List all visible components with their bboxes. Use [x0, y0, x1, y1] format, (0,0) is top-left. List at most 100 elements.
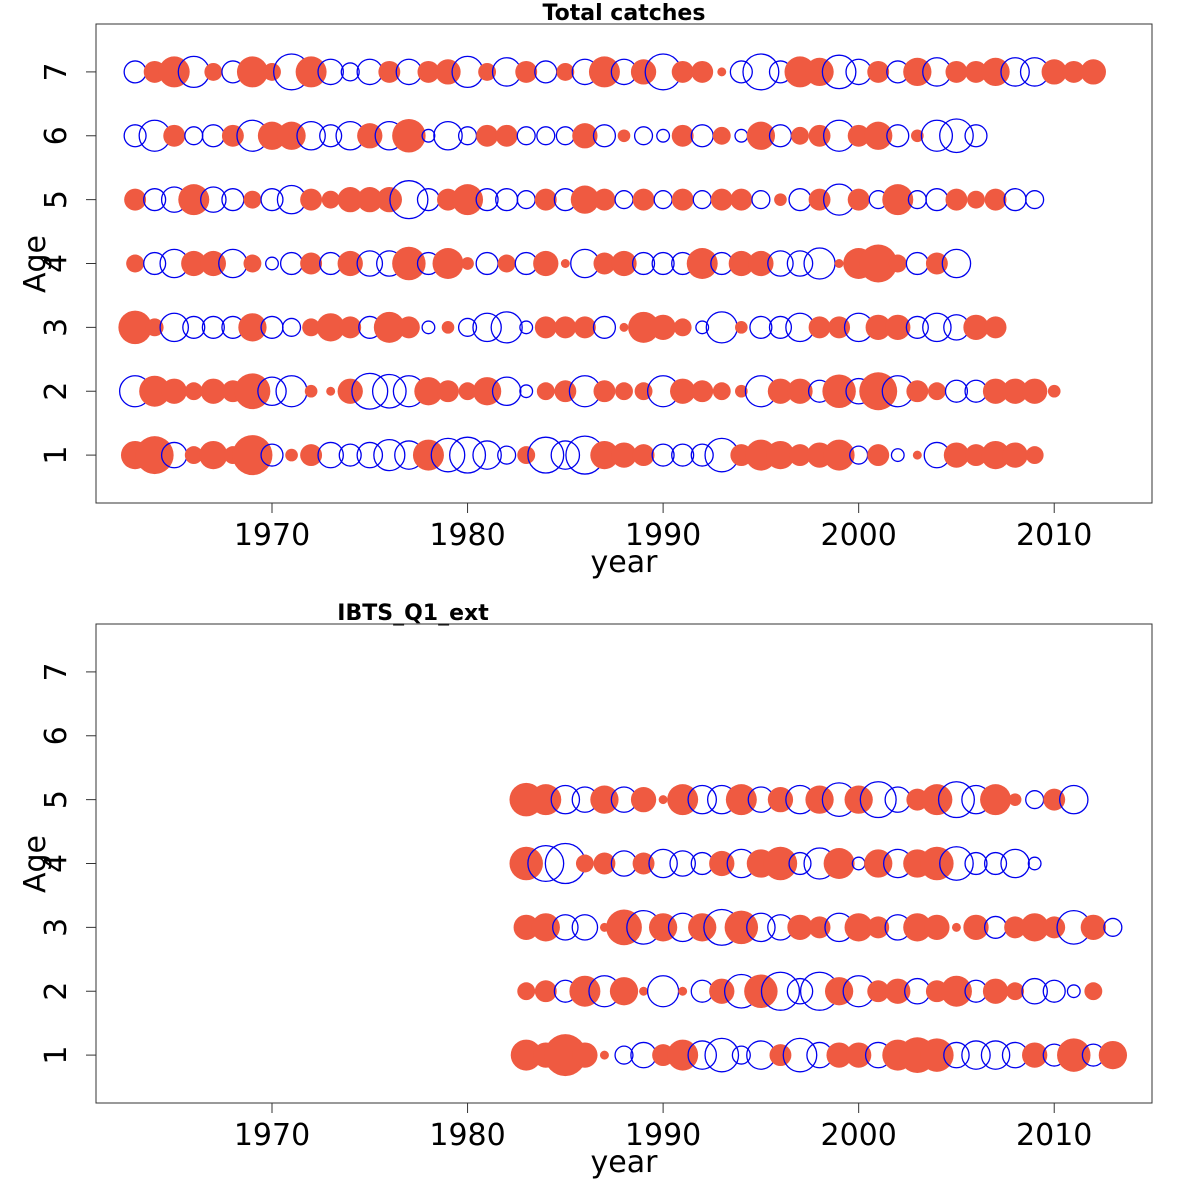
- bubble-layer: [509, 781, 1128, 1077]
- bubble-positive: [204, 62, 223, 81]
- bubble-positive: [927, 382, 946, 401]
- bubble-positive: [575, 854, 594, 873]
- bubble-negative: [351, 372, 389, 410]
- bubble-negative: [768, 315, 793, 339]
- bubble-positive: [712, 126, 731, 145]
- y-tick-label: 7: [39, 62, 74, 81]
- bubble-negative: [704, 1037, 740, 1073]
- bubble-positive: [763, 846, 798, 881]
- bubble-positive: [725, 784, 757, 816]
- bubble-negative: [184, 126, 204, 146]
- bubble-negative: [1003, 188, 1027, 212]
- bubble-positive: [316, 313, 345, 342]
- bubble-negative: [555, 126, 575, 146]
- bubble-positive: [304, 384, 318, 398]
- bubble-positive: [236, 56, 268, 88]
- bubble-positive: [791, 126, 809, 145]
- bubble-negative: [614, 190, 634, 210]
- bubble-positive: [867, 444, 890, 467]
- x-tick-label: 2000: [820, 1118, 896, 1153]
- bubble-negative: [527, 436, 565, 474]
- bubble-positive: [808, 124, 831, 147]
- bubble-negative: [803, 247, 836, 280]
- bubble-positive: [630, 786, 657, 813]
- bubble-negative: [749, 315, 773, 339]
- bubble-positive: [118, 310, 152, 345]
- bubble-negative: [1103, 917, 1123, 937]
- bubble-positive: [774, 193, 787, 206]
- bubble-negative: [497, 445, 517, 465]
- bubble-negative: [475, 251, 499, 276]
- bubble-negative: [519, 384, 534, 399]
- bubble-positive: [943, 442, 970, 468]
- bubble-positive: [634, 382, 653, 401]
- bubble-positive: [628, 311, 660, 343]
- bubble-negative: [729, 60, 753, 84]
- bubble-negative: [925, 188, 949, 212]
- bubble-negative: [695, 320, 710, 335]
- bubble-negative: [760, 971, 801, 1011]
- bubble-negative: [746, 912, 776, 943]
- bubble-positive: [517, 446, 536, 465]
- bubble-negative: [143, 251, 167, 276]
- bubble-positive: [1004, 916, 1027, 939]
- bubble-negative: [338, 443, 362, 467]
- bubble-negative: [592, 315, 617, 339]
- bubble-positive: [556, 62, 575, 81]
- y-axis-ticks: 1 2 3 4 5 6 7: [39, 62, 96, 465]
- bubble-negative: [782, 1037, 818, 1073]
- x-tick-label: 1990: [625, 518, 701, 553]
- bubble-positive: [826, 1042, 852, 1068]
- x-tick-label: 1980: [429, 518, 505, 553]
- bubble-positive: [243, 254, 262, 273]
- bubble-positive: [593, 852, 616, 875]
- bubble-positive: [184, 382, 203, 401]
- bubble-negative: [472, 312, 502, 343]
- bubble-negative: [143, 188, 167, 212]
- bubble-negative: [1066, 984, 1081, 999]
- bubble-positive: [510, 1039, 542, 1071]
- bubble-positive: [126, 254, 145, 273]
- bubble-positive: [709, 978, 735, 1004]
- bubble-positive: [515, 60, 538, 83]
- bubble-positive: [414, 377, 443, 406]
- bubble-negative: [941, 248, 972, 279]
- x-tick-label: 2000: [820, 518, 896, 553]
- bubble-negative: [159, 312, 190, 343]
- bubble-positive: [570, 185, 600, 214]
- y-axis-label: Age: [18, 235, 53, 293]
- bubble-positive: [746, 121, 776, 150]
- bubble-negative: [430, 437, 466, 473]
- y-tick-label: 5: [39, 190, 74, 209]
- bubble-negative: [472, 440, 502, 470]
- bubble-negative: [550, 784, 581, 815]
- bubble-negative: [421, 128, 436, 143]
- bubble-positive: [1043, 788, 1066, 811]
- bubble-negative: [1000, 57, 1030, 87]
- bubble-positive: [337, 186, 363, 213]
- bubble-positive: [238, 313, 267, 342]
- bubble-positive: [805, 57, 834, 87]
- bubble-positive: [295, 56, 327, 88]
- bubble-positive: [326, 386, 336, 396]
- bubble-negative: [123, 60, 147, 84]
- bubble-positive: [847, 124, 870, 147]
- bubble-positive: [378, 60, 401, 83]
- bubble-positive: [688, 913, 717, 942]
- y-tick-label: 6: [39, 726, 74, 745]
- bubble-positive: [476, 124, 499, 147]
- bubble-negative: [961, 1040, 991, 1070]
- bubble-positive: [787, 914, 813, 941]
- bubble-positive: [572, 123, 598, 149]
- bubble-positive: [178, 184, 210, 216]
- bubble-negative: [944, 379, 969, 403]
- bubble-positive: [397, 316, 420, 339]
- bubble-positive: [650, 314, 676, 341]
- bubble-negative: [767, 250, 794, 277]
- bubble-positive: [859, 244, 898, 283]
- bubble-positive: [184, 446, 203, 465]
- bubble-negative: [534, 60, 558, 84]
- bubble-negative: [449, 436, 487, 474]
- bubble-positive: [1043, 916, 1066, 939]
- bubble-negative: [373, 438, 406, 472]
